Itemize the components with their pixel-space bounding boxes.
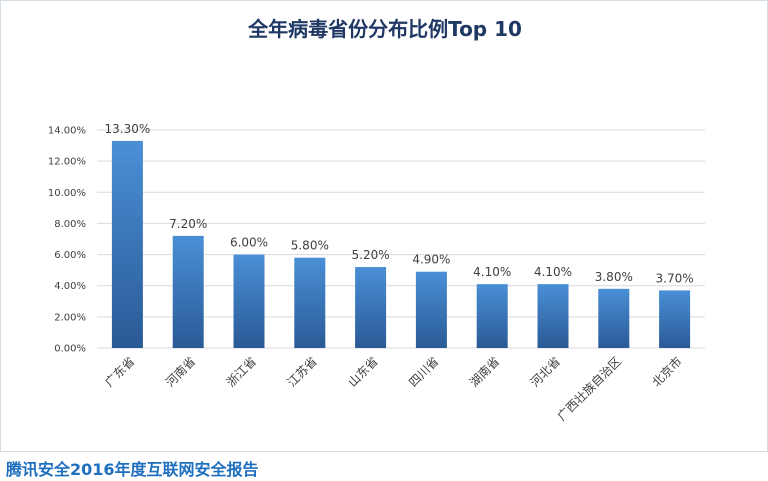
bar [355,267,387,348]
data-label: 5.20% [352,248,390,262]
report-source: 腾讯安全2016年度互联网安全报告 [6,460,259,479]
data-label: 13.30% [105,122,151,136]
bar [598,288,630,348]
y-axis: 0.00% 2.00% 4.00% 6.00% 8.00% 10.00% 12.00% 14.… [48,126,86,355]
data-label: 3.70% [656,271,694,285]
data-label: 6.00% [230,236,268,250]
x-tick-label: 广西壮族自治区 [555,354,624,423]
bar [233,254,265,348]
data-label: 4.10% [534,265,572,279]
x-tick-label: 浙江省 [224,354,259,389]
y-tick-label: 8.00% [54,219,86,230]
y-tick-label: 4.00% [54,281,86,292]
bar [476,284,508,348]
bar [294,257,326,348]
data-label: 4.10% [473,265,511,279]
data-labels: 13.30% 7.20% 6.00% 5.80% 5.20% 4.90% 4.10% 4.10… [105,122,694,285]
bar-chart: 0.00% 2.00% 4.00% 6.00% 8.00% 10.00% 12.00% 14.… [48,122,705,424]
data-label: 7.20% [169,217,207,231]
chart-container: 全年病毒省份分布比例Top 10 0.00% 2.00% 4.00% 6.00% 8.0… [0,0,768,452]
y-tick-label: 12.00% [48,157,86,168]
y-tick-label: 2.00% [54,312,86,323]
data-label: 4.90% [412,253,450,267]
data-label: 5.80% [291,239,329,253]
x-tick-label: 湖南省 [466,354,502,390]
bars [111,140,691,348]
bar [659,290,691,348]
x-tick-label: 河北省 [528,354,563,389]
x-tick-label: 北京市 [649,354,685,390]
x-tick-label: 河南省 [162,354,198,390]
y-tick-label: 6.00% [54,250,86,261]
y-tick-label: 0.00% [54,344,86,355]
bar [172,235,204,348]
y-tick-label: 10.00% [48,188,86,199]
x-tick-label: 山东省 [345,354,380,389]
x-tick-label: 广东省 [102,354,137,389]
chart-title: 全年病毒省份分布比例Top 10 [248,17,522,41]
data-label: 3.80% [595,270,633,284]
bar [537,284,569,348]
bar [111,140,143,348]
x-tick-label: 江苏省 [285,354,320,389]
bar [415,271,447,348]
y-tick-label: 14.00% [48,126,86,137]
x-tick-label: 四川省 [406,354,441,389]
